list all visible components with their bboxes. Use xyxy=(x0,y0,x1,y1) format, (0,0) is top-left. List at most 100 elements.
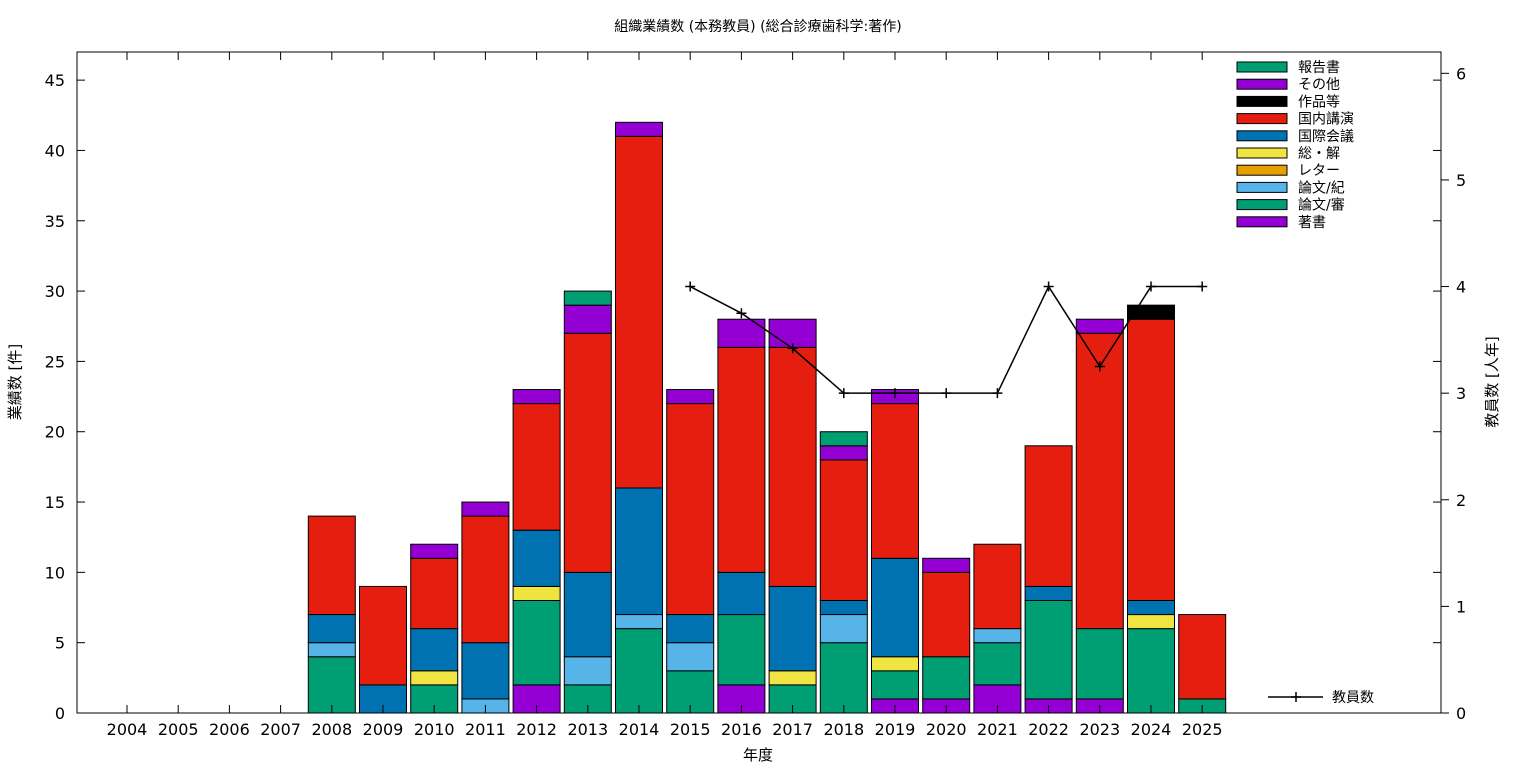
bar-segment xyxy=(871,670,919,700)
bar-segment xyxy=(512,403,561,531)
bar-segment xyxy=(1127,318,1175,601)
staff-line-point xyxy=(736,308,747,319)
bar-segment xyxy=(615,614,663,630)
bar-segment xyxy=(563,304,612,334)
bar-segment xyxy=(819,445,868,461)
legend-label: 総・解 xyxy=(1298,146,1340,162)
x-axis-label: 年度 xyxy=(743,746,773,764)
staff-line-point xyxy=(992,388,1003,399)
bar-segment xyxy=(819,599,868,616)
bar-segment xyxy=(922,571,971,658)
bar-segment xyxy=(819,642,868,714)
chart-title: 組織業績数 (本務教員) (総合診療歯科学:著作) xyxy=(614,18,901,35)
x-tick-label: 2017 xyxy=(772,720,813,739)
y2-axis-label: 教員数 [人年] xyxy=(1483,336,1501,427)
bar-segment xyxy=(768,318,817,348)
staff-line-point xyxy=(1094,361,1105,372)
bar-segment xyxy=(871,557,919,658)
bar-segment xyxy=(615,121,663,137)
legend-label: レター xyxy=(1298,163,1340,179)
bar-segment xyxy=(615,628,663,714)
y-tick-label: 35 xyxy=(45,212,65,231)
bar-segment xyxy=(410,557,459,630)
bar-segment xyxy=(768,670,817,686)
x-tick-label: 2015 xyxy=(670,720,711,739)
y2-tick-label: 3 xyxy=(1456,384,1466,403)
y-tick-label: 0 xyxy=(55,704,65,723)
x-tick-label: 2019 xyxy=(875,720,916,739)
x-tick-label: 2010 xyxy=(414,720,455,739)
staff-line-point xyxy=(1146,281,1156,292)
bar-segment xyxy=(1127,614,1175,630)
x-tick-label: 2022 xyxy=(1028,720,1069,739)
bar-segment xyxy=(1127,304,1175,320)
y2-tick-label: 2 xyxy=(1456,491,1466,510)
bar-segment xyxy=(666,389,715,405)
x-tick-label: 2006 xyxy=(209,720,250,739)
bar-segment xyxy=(922,656,971,700)
bar-segment xyxy=(1127,628,1175,714)
x-tick-label: 2020 xyxy=(926,720,967,739)
legend-label: 報告書 xyxy=(1298,60,1340,76)
bar-segment xyxy=(973,628,1022,644)
staff-line-point xyxy=(1197,281,1208,292)
legend-swatch xyxy=(1236,78,1288,90)
bar-segment xyxy=(563,656,612,686)
x-tick-label: 2008 xyxy=(311,720,352,739)
bar-segment xyxy=(512,599,561,686)
y-axis-label: 業績数 [件] xyxy=(6,344,24,420)
bar-segment xyxy=(307,642,356,658)
bar-segment xyxy=(1178,614,1227,700)
staff-line xyxy=(685,281,1208,399)
y2-tick-label: 6 xyxy=(1456,64,1466,83)
bar-segment xyxy=(1075,318,1124,334)
bar-segment xyxy=(1075,628,1124,700)
bar-segment xyxy=(307,515,356,616)
staff-line-point xyxy=(838,388,849,399)
x-tick-label: 2009 xyxy=(363,720,404,739)
bar-segment xyxy=(717,614,766,686)
x-tick-label: 2024 xyxy=(1131,720,1172,739)
bar-segment xyxy=(615,135,663,489)
bar-segment xyxy=(819,459,868,601)
bar-segment xyxy=(871,403,919,559)
legend-swatch xyxy=(1236,216,1288,228)
staff-line-point xyxy=(1043,281,1054,292)
bar-segment xyxy=(563,332,612,573)
bars xyxy=(307,121,1227,714)
bar-segment xyxy=(973,543,1022,630)
bar-segment xyxy=(717,571,766,616)
y-tick-label: 20 xyxy=(45,423,65,442)
bar-segment xyxy=(1024,599,1073,700)
bar-segment xyxy=(768,346,817,587)
x-tick-label: 2004 xyxy=(107,720,148,739)
y-tick-label: 5 xyxy=(55,634,65,653)
y-tick-label: 40 xyxy=(45,141,65,160)
legend-swatch xyxy=(1236,95,1288,107)
bar-segment xyxy=(563,571,612,658)
y2-tick-label: 0 xyxy=(1456,704,1466,723)
legend-label: 作品等 xyxy=(1298,93,1340,110)
bar-segment xyxy=(359,585,407,686)
legend-label: 国際会議 xyxy=(1298,128,1354,145)
legend-swatch xyxy=(1236,61,1288,73)
x-tick-label: 2007 xyxy=(260,720,301,739)
y-tick-label: 10 xyxy=(45,563,65,582)
x-tick-label: 2005 xyxy=(158,720,199,739)
bar-segment xyxy=(666,403,715,616)
bar-segment xyxy=(461,515,510,644)
bar-segment xyxy=(410,670,459,686)
bar-segment xyxy=(461,642,510,700)
bar-segment xyxy=(512,389,561,405)
bar-segment xyxy=(410,628,459,672)
bar-segment xyxy=(871,656,919,672)
legend-label: 教員数 xyxy=(1332,690,1374,706)
bar-segment xyxy=(819,431,868,447)
x-tick-label: 2013 xyxy=(567,720,608,739)
bar-segment xyxy=(615,487,663,616)
bar-segment xyxy=(307,656,356,714)
bar-segment xyxy=(307,614,356,644)
